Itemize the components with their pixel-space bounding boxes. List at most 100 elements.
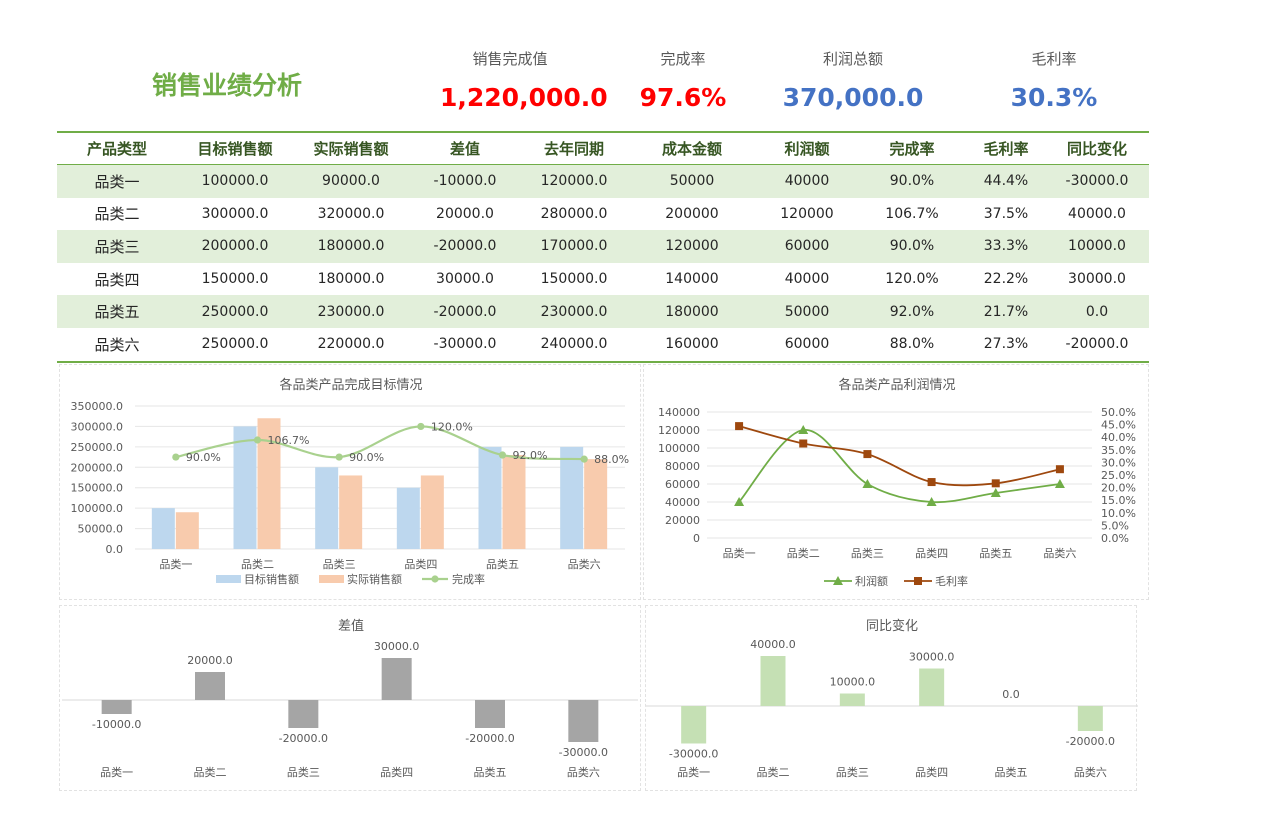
x-tick-label: 品类二	[194, 765, 227, 779]
kpi-sales-completed: 销售完成值 1,220,000.0	[440, 48, 608, 114]
kpi-value: 97.6%	[639, 83, 727, 112]
table-row: 品类一 100000.0 90000.0 -10000.0 120000.0 50000 4…	[57, 164, 1149, 198]
table-cell: 140000	[665, 271, 719, 288]
table-cell: 106.7%	[885, 205, 939, 222]
bar-target	[478, 446, 502, 549]
x-tick-label: 品类五	[979, 546, 1012, 560]
completion-rate-point	[580, 455, 588, 463]
y-tick-label: 60000	[665, 478, 700, 491]
kpi-gross-margin: 毛利率 30.3%	[984, 48, 1124, 114]
data-label: -20000.0	[465, 732, 514, 745]
bar-actual	[257, 418, 281, 549]
bar	[475, 700, 505, 728]
target-completion-svg: 各品类产品完成目标情况 350000.0 300000.0 250000.0 20000…	[71, 377, 630, 586]
y-tick-label: 40000	[665, 496, 700, 509]
data-label: -20000.0	[279, 732, 328, 745]
kpi-label: 利润总额	[822, 50, 883, 68]
table-cell: 10000.0	[1045, 230, 1149, 263]
completion-rate-line	[175, 425, 585, 461]
x-tick-label: 品类六	[1043, 546, 1076, 560]
y-tick-label: 0.0	[106, 543, 124, 556]
y2-tick-label: 20.0%	[1101, 482, 1136, 495]
bar	[381, 658, 412, 700]
category-cell: 品类三	[57, 230, 177, 263]
table-cell: 120000	[780, 205, 834, 222]
table-cell: 40000	[784, 271, 830, 288]
y-tick-label: 50000.0	[78, 523, 124, 536]
chart-title: 各品类产品完成目标情况	[279, 377, 422, 393]
completion-rate-point	[172, 453, 180, 461]
table-cell: 21.7%	[967, 295, 1045, 328]
x-tick-label: 品类一	[677, 765, 710, 779]
x-tick-label: 品类二	[787, 546, 820, 560]
y-tick-label: 0	[693, 532, 700, 545]
table-cell: 150000.0	[201, 271, 269, 288]
y-tick-label: 350000.0	[71, 400, 124, 413]
x-tick-label: 品类三	[851, 546, 884, 560]
legend-label: 毛利率	[935, 574, 968, 588]
bar	[919, 668, 945, 706]
x-tick-label: 品类三	[836, 765, 869, 779]
table-cell: -30000.0	[433, 336, 497, 353]
y-tick-label: 250000.0	[71, 441, 124, 454]
table-cell: -30000.0	[1045, 164, 1149, 198]
legend-label: 完成率	[452, 572, 485, 586]
y-tick-label: 120000	[658, 424, 700, 437]
y2-tick-label: 30.0%	[1101, 456, 1136, 469]
chart-difference: 差值 -10000.0 品类一 20000.0 品类二 -20000.0 品类三 30000.…	[59, 605, 641, 791]
bar-actual	[420, 475, 444, 549]
legend-marker-completion	[431, 575, 439, 583]
table-cell: 90000.0	[293, 164, 409, 198]
x-tick-label: 品类三	[287, 765, 320, 779]
table-cell: 40000	[757, 164, 857, 198]
table-cell: 250000.0	[177, 295, 293, 328]
y-tick-label: 100000.0	[71, 502, 124, 515]
data-label: -30000.0	[669, 748, 718, 761]
completion-rate-label: 92.0%	[513, 449, 548, 462]
chart-title: 差值	[338, 618, 364, 634]
y2-tick-label: 5.0%	[1101, 519, 1129, 532]
kpi-value: 30.3%	[1010, 83, 1098, 112]
table-cell: 240000.0	[540, 336, 608, 353]
table-cell: 100000.0	[177, 164, 293, 198]
data-label: 10000.0	[830, 676, 876, 689]
legend-label: 利润额	[855, 574, 888, 588]
y-tick-label: 20000	[665, 514, 700, 527]
profit-marker	[926, 497, 937, 506]
column-header: 目标销售额	[177, 132, 293, 165]
bar	[288, 700, 319, 728]
table-cell: 40000.0	[1068, 205, 1126, 222]
data-label: 30000.0	[374, 640, 420, 653]
table-cell: 180000.0	[293, 230, 409, 263]
y2-tick-label: 40.0%	[1101, 431, 1136, 444]
legend-marker-profit	[833, 576, 843, 585]
kpi-value: 370,000.0	[782, 83, 924, 112]
category-cell: 品类五	[57, 295, 177, 328]
bar	[195, 672, 225, 700]
x-tick-label: 品类四	[915, 765, 948, 779]
data-label: 40000.0	[750, 638, 796, 651]
table-row: 品类六 250000.0 220000.0 -30000.0 240000.0 16000…	[57, 328, 1149, 362]
page-title: 销售业绩分析	[152, 71, 303, 100]
table-cell: 180000	[627, 295, 757, 328]
x-tick-label: 品类三	[323, 557, 356, 571]
category-cell: 品类六	[94, 335, 140, 354]
table-cell: 200000	[665, 205, 719, 222]
table-cell: -20000.0	[409, 230, 521, 263]
x-tick-label: 品类六	[568, 557, 601, 571]
category-cell: 品类四	[94, 270, 140, 289]
x-tick-label: 品类一	[159, 557, 192, 571]
table-cell: -20000.0	[409, 295, 521, 328]
x-tick-label: 品类一	[100, 765, 133, 779]
table-row: 品类四 150000.0 180000.0 30000.0 150000.0 140000…	[57, 263, 1149, 296]
bar-actual	[502, 455, 526, 549]
completion-rate-point	[417, 422, 425, 431]
table-cell: 160000	[665, 336, 719, 353]
table-cell: 90.0%	[857, 164, 967, 198]
category-cell: 品类一	[57, 164, 177, 198]
data-label: 20000.0	[187, 654, 233, 667]
y2-tick-label: 0.0%	[1101, 532, 1129, 545]
y-tick-label: 140000	[658, 406, 700, 419]
legend-label: 目标销售额	[244, 572, 299, 586]
x-tick-label: 品类四	[380, 765, 413, 779]
